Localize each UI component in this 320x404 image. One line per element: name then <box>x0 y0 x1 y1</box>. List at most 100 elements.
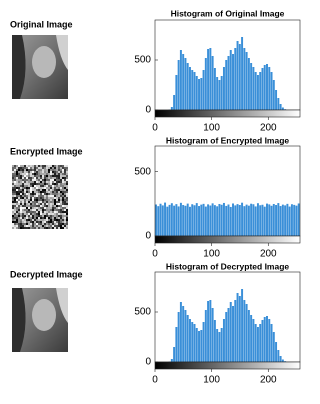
histogram-bar <box>277 98 280 110</box>
noise-pixel <box>44 225 46 227</box>
noise-pixel <box>12 171 14 173</box>
histogram-bar <box>261 320 264 362</box>
noise-pixel <box>22 219 24 221</box>
noise-pixel <box>34 183 36 185</box>
histogram-bar <box>261 204 264 236</box>
histogram-bar <box>225 205 228 236</box>
noise-pixel <box>34 171 36 173</box>
noise-pixel <box>60 183 62 185</box>
histogram-bar <box>256 327 259 362</box>
noise-pixel <box>12 173 14 175</box>
noise-pixel <box>60 189 62 191</box>
noise-pixel <box>14 205 16 207</box>
noise-pixel <box>60 167 62 169</box>
noise-pixel <box>12 201 14 203</box>
histogram-bar <box>250 203 253 236</box>
noise-pixel <box>42 167 44 169</box>
noise-pixel <box>32 181 34 183</box>
noise-pixel <box>30 209 32 211</box>
noise-pixel <box>62 213 64 215</box>
noise-pixel <box>24 227 26 229</box>
noise-pixel <box>38 187 40 189</box>
noise-pixel <box>54 221 56 223</box>
noise-pixel <box>62 199 64 201</box>
noise-pixel <box>16 165 18 167</box>
noise-pixel <box>28 197 30 199</box>
noise-pixel <box>18 175 20 177</box>
noise-pixel <box>18 209 20 211</box>
noise-pixel <box>48 203 50 205</box>
histogram-bar <box>198 206 201 236</box>
noise-pixel <box>16 185 18 187</box>
noise-pixel <box>66 185 68 187</box>
histogram-bar <box>243 300 246 362</box>
histogram-bar <box>281 359 284 362</box>
noise-pixel <box>46 215 48 217</box>
noise-pixel <box>58 217 60 219</box>
noise-pixel <box>22 169 24 171</box>
noise-pixel <box>30 213 32 215</box>
noise-pixel <box>62 191 64 193</box>
noise-pixel <box>28 195 30 197</box>
x-tick-label: 0 <box>152 375 158 386</box>
noise-pixel <box>16 195 18 197</box>
histogram-bar <box>207 204 210 236</box>
noise-pixel <box>28 181 30 183</box>
histogram-bar <box>243 206 246 236</box>
noise-pixel <box>48 175 50 177</box>
noise-pixel <box>16 197 18 199</box>
noise-pixel <box>58 193 60 195</box>
histogram-bar <box>188 319 191 362</box>
noise-pixel <box>44 191 46 193</box>
noise-pixel <box>34 181 36 183</box>
histogram-bar <box>288 206 291 236</box>
noise-pixel <box>44 173 46 175</box>
noise-pixel <box>18 203 20 205</box>
noise-pixel <box>22 207 24 209</box>
noise-pixel <box>62 209 64 211</box>
noise-pixel <box>66 171 68 173</box>
noise-pixel <box>14 219 16 221</box>
noise-pixel <box>38 209 40 211</box>
noise-pixel <box>66 221 68 223</box>
noise-pixel <box>24 201 26 203</box>
noise-pixel <box>16 193 18 195</box>
histogram-bar <box>236 204 239 236</box>
noise-pixel <box>48 193 50 195</box>
noise-pixel <box>18 165 20 167</box>
noise-pixel <box>60 219 62 221</box>
noise-pixel <box>50 173 52 175</box>
noise-pixel <box>62 183 64 185</box>
noise-pixel <box>62 173 64 175</box>
noise-pixel <box>28 207 30 209</box>
encrypted-image <box>12 165 68 229</box>
noise-pixel <box>48 199 50 201</box>
noise-pixel <box>20 195 22 197</box>
noise-pixel <box>14 215 16 217</box>
noise-pixel <box>20 227 22 229</box>
noise-pixel <box>32 167 34 169</box>
noise-pixel <box>18 221 20 223</box>
noise-pixel <box>22 193 24 195</box>
noise-pixel <box>46 181 48 183</box>
noise-pixel <box>30 217 32 219</box>
noise-pixel <box>26 227 28 229</box>
histogram-bar <box>252 204 255 236</box>
noise-pixel <box>58 201 60 203</box>
noise-pixel <box>30 169 32 171</box>
noise-pixel <box>42 197 44 199</box>
x-tick-label: 100 <box>203 123 220 134</box>
noise-pixel <box>30 173 32 175</box>
histogram-bar <box>202 203 205 236</box>
noise-pixel <box>46 211 48 213</box>
noise-pixel <box>54 199 56 201</box>
histogram-bar <box>216 329 219 362</box>
noise-pixel <box>46 175 48 177</box>
noise-pixel <box>36 167 38 169</box>
histogram-bar <box>270 205 273 236</box>
noise-pixel <box>52 209 54 211</box>
noise-pixel <box>24 171 26 173</box>
noise-pixel <box>58 223 60 225</box>
noise-pixel <box>38 171 40 173</box>
histogram-bar <box>213 320 216 362</box>
